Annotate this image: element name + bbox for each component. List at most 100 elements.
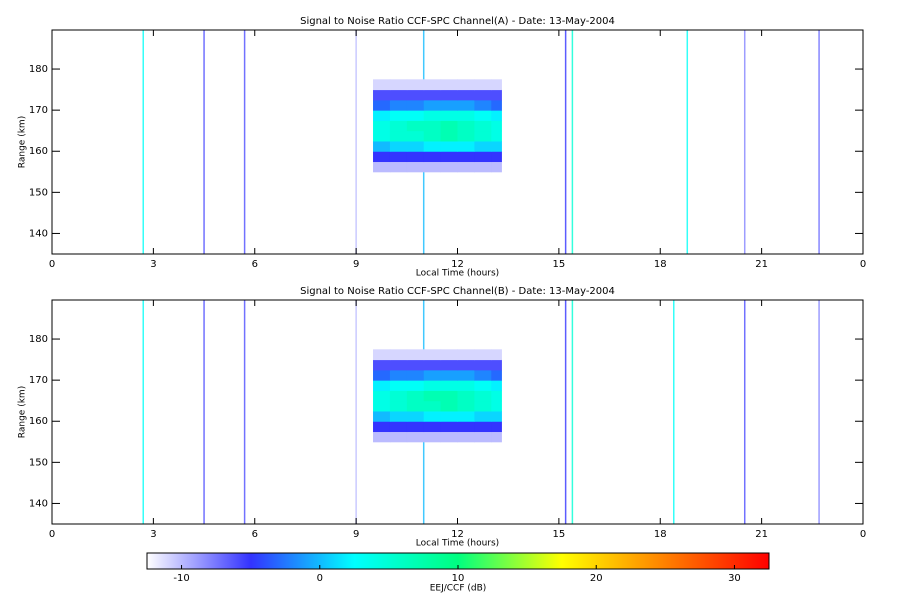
colorbar-tick-label: -10 [173, 573, 189, 584]
heat-cell [389, 380, 408, 391]
heat-cell [474, 161, 492, 173]
heat-cell [389, 161, 408, 173]
heat-cell [389, 431, 408, 443]
heat-cell [373, 89, 391, 101]
x-tick-label: 0 [860, 259, 866, 270]
heat-cell [373, 151, 391, 163]
x-tick-label: 21 [755, 259, 768, 270]
x-tick-label: 3 [150, 259, 156, 270]
heat-cell [457, 99, 475, 111]
heat-cell [491, 110, 502, 121]
heat-cell [373, 431, 391, 443]
heat-cell [389, 369, 408, 381]
heat-cell [389, 349, 408, 361]
heat-cell [423, 359, 442, 371]
heat-cell [491, 349, 502, 361]
colorbar-tick-label: 20 [590, 573, 603, 584]
y-axis-label: Range (km) [18, 116, 28, 168]
heat-cell [373, 359, 391, 371]
heat-cell [373, 400, 391, 412]
heat-cell [423, 89, 442, 101]
heat-cell [423, 151, 442, 163]
heat-cell [491, 99, 502, 111]
y-tick-label: 170 [29, 375, 48, 386]
heat-cell [440, 140, 458, 152]
heat-cell [474, 400, 492, 412]
heat-cell [474, 110, 492, 121]
heat-cell [373, 130, 391, 142]
heat-cell [423, 130, 442, 142]
heat-cell [373, 410, 391, 422]
heat-cell [440, 400, 458, 412]
heat-cell [474, 99, 492, 111]
plot-area [142, 30, 820, 254]
heat-cell [389, 400, 408, 412]
x-axis-label: Local Time (hours) [416, 539, 499, 549]
heat-cell [457, 380, 475, 391]
heat-cell [491, 390, 502, 402]
x-tick-label: 15 [553, 259, 566, 270]
colorbar-tick-label: 30 [728, 573, 741, 584]
heat-cell [373, 140, 391, 152]
heat-cell [406, 99, 425, 111]
heat-cell [423, 79, 442, 91]
y-tick-label: 140 [29, 498, 48, 509]
heat-cell [474, 431, 492, 443]
heat-cell [389, 151, 408, 163]
heat-cell [440, 79, 458, 91]
chart-title: Signal to Noise Ratio CCF-SPC Channel(B)… [300, 286, 615, 297]
y-tick-label: 150 [29, 187, 48, 198]
heat-cell [406, 359, 425, 371]
heat-cell [423, 431, 442, 443]
heat-cell [423, 410, 442, 422]
heat-cell [474, 380, 492, 391]
heat-cell [389, 130, 408, 142]
heat-cell [406, 410, 425, 422]
heat-cell [423, 369, 442, 381]
heat-cell [457, 79, 475, 91]
y-axis-label: Range (km) [18, 386, 28, 438]
heat-cell [406, 151, 425, 163]
heat-cell [373, 390, 391, 402]
colorbar-label: EEJ/CCF (dB) [430, 584, 487, 594]
heat-cell [491, 79, 502, 91]
heat-cell [457, 390, 475, 402]
heat-cell [440, 349, 458, 361]
heat-cell [457, 140, 475, 152]
heat-cell [389, 120, 408, 132]
heat-cell [423, 400, 442, 412]
x-tick-label: 18 [654, 259, 667, 270]
y-tick-label: 170 [29, 105, 48, 116]
heat-cell [474, 369, 492, 381]
heat-cell [440, 99, 458, 111]
heat-cell [406, 120, 425, 132]
heat-cell [457, 431, 475, 443]
heat-cell [373, 349, 391, 361]
colorbar-tick-label: 0 [317, 573, 323, 584]
heat-cell [491, 89, 502, 101]
heat-cell [440, 151, 458, 163]
heat-cell [373, 79, 391, 91]
heat-cell [474, 130, 492, 142]
heat-cell [389, 99, 408, 111]
heat-cell [457, 400, 475, 412]
heat-cell [406, 369, 425, 381]
heat-cell [406, 140, 425, 152]
heat-cell [491, 130, 502, 142]
heat-cell [474, 410, 492, 422]
heat-cell [457, 421, 475, 433]
heat-cell [406, 161, 425, 173]
heat-cell [423, 349, 442, 361]
x-tick-label: 9 [353, 529, 359, 540]
colorbar-tick-label: 10 [452, 573, 465, 584]
heat-cell [423, 380, 442, 391]
heat-cell [474, 359, 492, 371]
heat-cell [457, 369, 475, 381]
x-tick-label: 12 [451, 529, 464, 540]
heat-cell [406, 431, 425, 443]
chart-title: Signal to Noise Ratio CCF-SPC Channel(A)… [300, 16, 615, 27]
heat-cell [491, 369, 502, 381]
heat-cell [474, 89, 492, 101]
heat-cell [406, 349, 425, 361]
x-tick-label: 6 [252, 259, 258, 270]
